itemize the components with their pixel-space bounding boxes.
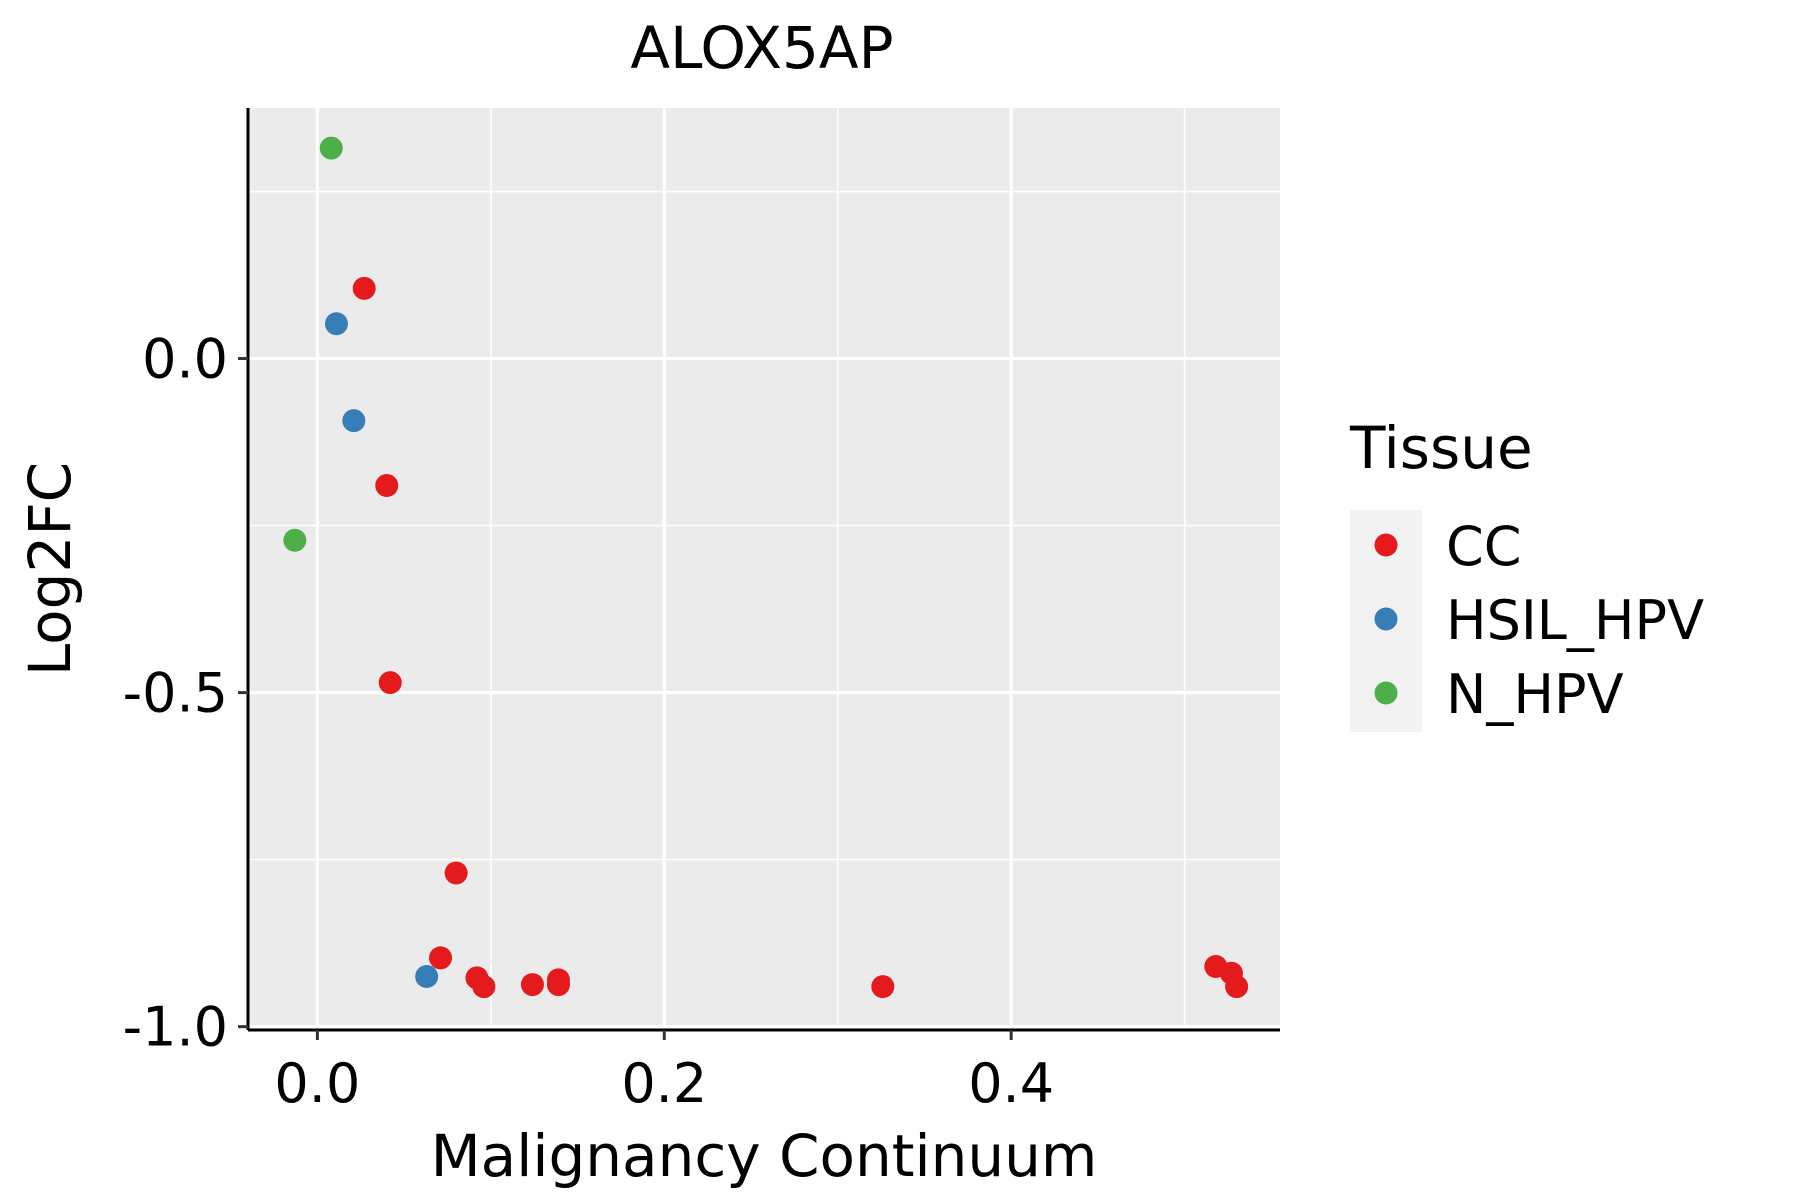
y-axis-ticks: -1.0 -0.5 0.0 [123, 328, 248, 1059]
legend-label-cc: CC [1446, 515, 1521, 578]
legend-title: Tissue [1349, 414, 1533, 482]
legend-key-cc [1374, 533, 1398, 557]
x-axis-title: Malignancy Continuum [431, 1122, 1098, 1190]
data-point-hsil-hpv [415, 965, 439, 989]
data-point-cc [444, 861, 468, 885]
legend-entries: CC HSIL_HPV N_HPV [1374, 515, 1704, 726]
data-point-cc [1225, 975, 1249, 999]
y-tick-label: -1.0 [123, 996, 228, 1059]
legend-key-hsil-hpv [1374, 607, 1398, 631]
grid-minor-lines [248, 108, 1280, 1030]
data-point-cc [378, 671, 402, 695]
grid-major-lines [248, 108, 1280, 1030]
legend: Tissue CC HSIL_HPV N_HPV [1349, 414, 1704, 732]
data-point-hsil-hpv [342, 409, 366, 433]
legend-key-n-hpv [1374, 681, 1398, 705]
data-point-cc [472, 975, 496, 999]
data-point-cc [546, 973, 570, 997]
data-point-cc [429, 946, 453, 970]
y-axis-title: Log2FC [16, 462, 84, 676]
x-tick-label: 0.4 [968, 1052, 1054, 1115]
legend-label-hsil-hpv: HSIL_HPV [1446, 589, 1704, 652]
data-point-cc [375, 473, 399, 497]
y-tick-label: -0.5 [123, 662, 228, 725]
y-tick-label: 0.0 [142, 328, 228, 391]
plot-panel [248, 108, 1280, 1030]
data-point-cc [352, 276, 376, 300]
x-tick-label: 0.0 [274, 1052, 360, 1115]
data-point-n-hpv [283, 528, 307, 552]
data-points [283, 136, 1249, 999]
data-point-cc [520, 973, 544, 997]
x-axis-ticks: 0.0 0.2 0.4 [274, 1030, 1054, 1115]
data-point-cc [871, 975, 895, 999]
x-tick-label: 0.2 [621, 1052, 707, 1115]
data-point-n-hpv [319, 136, 343, 160]
legend-label-n-hpv: N_HPV [1446, 663, 1624, 726]
chart-title: ALOX5AP [630, 14, 893, 82]
data-point-hsil-hpv [324, 312, 348, 336]
